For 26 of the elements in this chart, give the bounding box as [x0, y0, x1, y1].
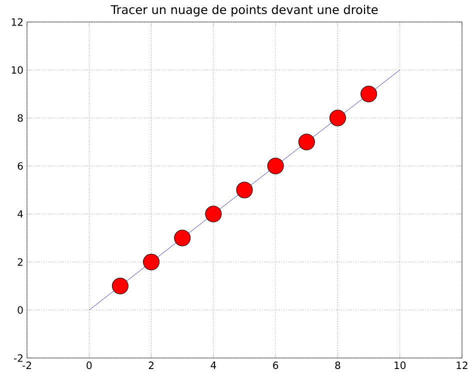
y-tick-label: -2: [14, 354, 22, 362]
point: [298, 134, 315, 150]
point: [143, 254, 160, 270]
point: [360, 86, 378, 102]
point: [236, 182, 253, 198]
x-tick-label: 4: [210, 362, 216, 369]
x-tick-label: 0: [86, 362, 92, 370]
chart-title: Tracer un nuage de points devant une droite: [110, 4, 378, 16]
y-tick-label: 10: [12, 66, 23, 74]
y-tick-label: 0: [18, 306, 23, 314]
point: [329, 110, 346, 126]
y-tick-label: 4: [18, 210, 23, 218]
point: [174, 230, 191, 246]
x-tick-label: 2: [148, 362, 154, 369]
y-tick-label: 8: [18, 114, 23, 122]
x-tick-label: 8: [335, 362, 340, 370]
x-tick-label: 6: [273, 362, 278, 370]
point: [205, 206, 222, 222]
point: [112, 278, 128, 294]
y-tick-label: 2: [18, 258, 22, 266]
point: [267, 158, 284, 174]
x-tick-label: 10: [394, 362, 406, 370]
x-tick-label: 12: [456, 362, 468, 369]
x-tick-label: -2: [22, 362, 31, 369]
y-tick-label: 6: [18, 162, 23, 170]
y-tick-label: 12: [12, 18, 22, 26]
